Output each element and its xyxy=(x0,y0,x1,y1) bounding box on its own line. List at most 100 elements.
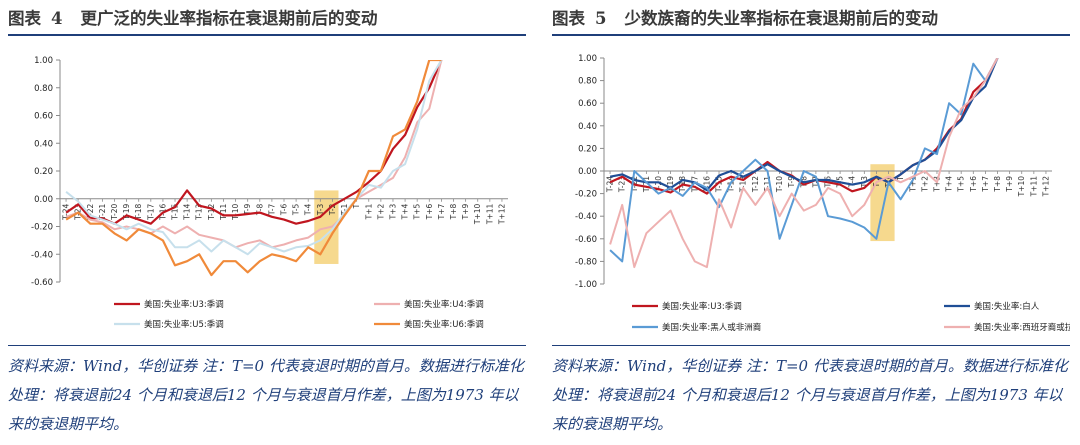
title-rule xyxy=(552,34,1070,36)
x-tick-label: T-4 xyxy=(304,204,313,217)
y-tick-label: 0.00 xyxy=(34,195,53,205)
figure-panel-5: 图表 5 少数族裔的失业率指标在衰退期前后的变动 -1.00 -0.80 -0.60 -0… xyxy=(552,0,1077,445)
x-tick-label: T-5 xyxy=(292,204,301,217)
x-tick-label: T-6 xyxy=(280,204,289,217)
x-tick-label: T+11 xyxy=(1029,176,1038,198)
x-tick-label: T-23 xyxy=(618,176,627,193)
x-tick-label: T-10 xyxy=(775,176,784,193)
x-tick-label: T+10 xyxy=(1017,176,1026,198)
x-tick-label: T-13 xyxy=(195,204,204,221)
x-tick-label: T+12 xyxy=(497,204,506,226)
y-tick-label: -0.40 xyxy=(31,250,53,260)
series-line-1 xyxy=(65,60,443,225)
figure-title-text: 少数族裔的失业率指标在衰退期前后的变动 xyxy=(624,9,938,28)
x-tick-label: T-11 xyxy=(763,176,772,193)
figure-number: 4 xyxy=(51,9,63,28)
x-tick-label: T-21 xyxy=(642,176,651,193)
line-chart-minority-unemployment: -1.00 -0.80 -0.60 -0.40 -0.20 0.00 0.20 0.40 0.6… xyxy=(575,54,1070,333)
legend-label: 美国:失业率:U3:季调 xyxy=(144,299,224,310)
legend-label: 美国:失业率:白人 xyxy=(974,301,1040,312)
x-tick-label: T-12 xyxy=(207,204,216,221)
x-tick-label: T-20 xyxy=(110,204,119,221)
source-note: 资料来源：Wind，华创证券 注：T=0 代表衰退时期的首月。数据进行标准化处理… xyxy=(8,357,524,433)
x-tick-label: T-19 xyxy=(122,204,131,221)
y-tick-label: -0.40 xyxy=(575,212,597,222)
legend-label: 美国:失业率:U5:季调 xyxy=(144,319,224,330)
x-tick-label: T+6 xyxy=(425,204,434,221)
x-tick-label: T-9 xyxy=(787,176,796,189)
x-tick-label: T-7 xyxy=(811,176,820,189)
recession-highlight-band xyxy=(870,164,895,242)
y-tick-label: 0.20 xyxy=(578,144,597,154)
x-tick-label: T-14 xyxy=(183,204,192,221)
x-tick-label: T+6 xyxy=(969,176,978,193)
x-tick-label: T+11 xyxy=(485,204,494,226)
x-tick-label: T-16 xyxy=(702,176,711,193)
figure-number: 5 xyxy=(595,9,607,28)
legend-label: 美国:失业率:U6:季调 xyxy=(404,319,484,330)
series-line-4 xyxy=(65,60,442,277)
x-tick-label: T+8 xyxy=(449,204,458,221)
x-tick-label: T+7 xyxy=(981,176,990,193)
y-tick-label: -0.80 xyxy=(575,257,597,267)
x-tick-label: T-12 xyxy=(751,176,760,193)
y-tick-label: 1.00 xyxy=(578,54,597,64)
y-tick-label: -0.60 xyxy=(575,235,597,245)
x-tick-label: T+2 xyxy=(920,176,929,193)
legend-label: 美国:失业率:U4:季调 xyxy=(404,299,484,310)
x-tick-label: T-24 xyxy=(606,176,615,193)
title-rule xyxy=(8,34,526,36)
y-tick-label: 0.40 xyxy=(578,122,597,132)
x-tick-label: T-15 xyxy=(171,204,180,221)
y-tick-label: 0.60 xyxy=(34,112,53,122)
x-tick-label: T+2 xyxy=(376,204,385,221)
x-tick-label: T-8 xyxy=(255,204,264,217)
y-tick-label: -0.20 xyxy=(31,223,53,233)
figure-panel-4: 图表 4 更广泛的失业率指标在衰退期前后的变动 -0.60 -0.40 -0.20 0.0… xyxy=(8,0,533,445)
x-tick-label: T+3 xyxy=(932,176,941,193)
x-tick-label: T-15 xyxy=(715,176,724,193)
x-tick-label: T+1 xyxy=(908,176,917,193)
x-tick-label: T+9 xyxy=(461,204,470,221)
x-tick-label: T-22 xyxy=(86,204,95,221)
x-tick-label: T+10 xyxy=(473,204,482,226)
legend-label: 美国:失业率:西班牙裔或拉丁美洲裔 xyxy=(974,322,1070,333)
x-tick-label: T xyxy=(896,176,905,182)
x-tick-label: T-1 xyxy=(340,204,349,217)
series-line-3 xyxy=(65,60,443,256)
x-tick-label: T+8 xyxy=(993,176,1002,193)
y-tick-label: 0.80 xyxy=(578,77,597,87)
x-tick-label: T+12 xyxy=(1041,176,1050,198)
y-tick-label: 1.00 xyxy=(34,56,53,66)
x-tick-label: T-10 xyxy=(231,204,240,221)
series-line-2 xyxy=(65,60,443,249)
x-tick-label: T-9 xyxy=(243,204,252,217)
x-tick-label: T+9 xyxy=(1005,176,1014,193)
y-tick-label: -1.00 xyxy=(575,280,597,290)
x-tick-label: T-19 xyxy=(666,176,675,193)
figure-label: 图表 xyxy=(552,9,585,28)
x-tick-label: T xyxy=(352,203,361,209)
series-line-2 xyxy=(609,58,999,192)
x-tick-label: T+4 xyxy=(945,176,954,193)
note-rule xyxy=(8,345,526,346)
series-line-4 xyxy=(609,58,999,269)
x-tick-label: T+1 xyxy=(364,204,373,221)
figure-title: 图表 5 少数族裔的失业率指标在衰退期前后的变动 xyxy=(552,6,938,32)
note-rule xyxy=(552,345,1070,346)
x-tick-label: T-17 xyxy=(146,204,155,221)
y-tick-label: -0.60 xyxy=(31,278,53,288)
x-tick-label: T-20 xyxy=(654,176,663,193)
legend-label: 美国:失业率:U3:季调 xyxy=(662,301,742,312)
y-tick-label: 0.60 xyxy=(578,99,597,109)
x-tick-label: T-3 xyxy=(316,204,325,217)
figure-title-text: 更广泛的失业率指标在衰退期前后的变动 xyxy=(80,9,378,28)
x-tick-label: T+4 xyxy=(401,204,410,221)
series-line-3 xyxy=(609,58,999,263)
x-tick-label: T+3 xyxy=(388,204,397,221)
y-tick-label: 0.80 xyxy=(34,84,53,94)
figure-label: 图表 xyxy=(8,9,41,28)
source-note: 资料来源：Wind，华创证券 注：T=0 代表衰退时期的首月。数据进行标准化处理… xyxy=(552,357,1068,433)
x-tick-label: T-18 xyxy=(134,204,143,221)
y-tick-label: 0.20 xyxy=(34,167,53,177)
